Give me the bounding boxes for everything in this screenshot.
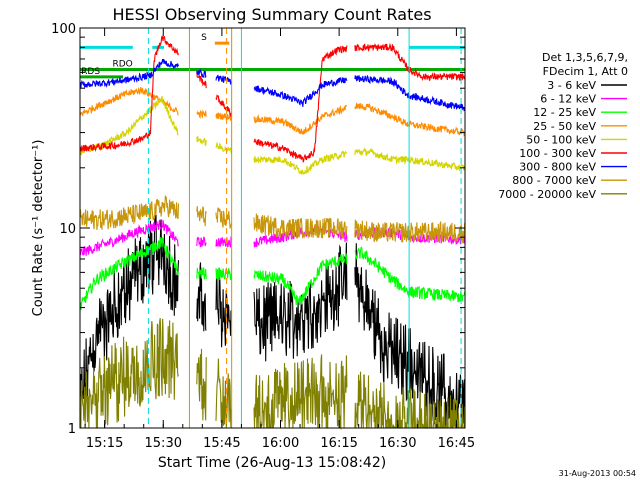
y-tick-label-1: 10 xyxy=(59,222,76,237)
legend-label-5: 100 - 300 keV xyxy=(519,147,596,160)
legend-label-3: 25 - 50 keV xyxy=(533,120,596,133)
series-line-2 xyxy=(79,237,466,311)
legend-label-4: 50 - 100 keV xyxy=(526,133,596,146)
series-line-4 xyxy=(79,96,466,175)
legend-label-0: 3 - 6 keV xyxy=(547,79,596,92)
legend-label-8: 7000 - 20000 keV xyxy=(498,188,596,201)
series-line-8 xyxy=(79,318,466,431)
series-line-3 xyxy=(79,86,466,137)
legend: Det 1,3,5,6,7,9,FDecim 1, Att 03 - 6 keV… xyxy=(498,51,628,201)
series-line-6 xyxy=(79,58,465,112)
series-line-0 xyxy=(79,214,466,429)
y-tick-label-0: 1 xyxy=(68,422,76,437)
series-line-1 xyxy=(79,219,466,256)
legend-header-0: Det 1,3,5,6,7,9, xyxy=(542,51,628,64)
x-tick-label-1: 15:30 xyxy=(145,436,182,451)
x-tick-label-4: 16:15 xyxy=(320,436,357,451)
x-tick-label-2: 15:45 xyxy=(203,436,240,451)
legend-label-6: 300 - 800 keV xyxy=(519,161,596,174)
y-tick-label-2: 100 xyxy=(51,22,76,37)
x-tick-label-0: 15:15 xyxy=(86,436,123,451)
x-axis-label: Start Time (26-Aug-13 15:08:42) xyxy=(158,455,386,471)
legend-label-7: 800 - 7000 keV xyxy=(512,174,596,187)
series-line-7 xyxy=(79,195,466,244)
flag-label-3: S xyxy=(201,33,207,43)
legend-label-2: 12 - 25 keV xyxy=(533,106,596,119)
flag-label-2: RDS xyxy=(81,67,100,77)
series-line-5 xyxy=(79,35,466,163)
x-tick-label-5: 16:30 xyxy=(379,436,416,451)
plot-area: RDO RDS S xyxy=(79,28,466,431)
legend-header-1: FDecim 1, Att 0 xyxy=(543,65,628,78)
legend-label-1: 6 - 12 keV xyxy=(540,93,596,106)
x-tick-label-3: 16:00 xyxy=(262,436,299,451)
x-tick-label-6: 16:45 xyxy=(438,436,475,451)
y-axis: 1 10 100 xyxy=(51,22,465,437)
flag-label-1: RDO xyxy=(112,60,132,70)
date-stamp: 31-Aug-2013 00:54 xyxy=(559,469,636,478)
chart-title: HESSI Observing Summary Count Rates xyxy=(112,5,431,24)
y-axis-label: Count Rate (s⁻¹ detector⁻¹) xyxy=(31,140,46,317)
x-axis: 15:15 15:30 15:45 16:00 16:15 16:30 16:45 xyxy=(84,28,475,451)
